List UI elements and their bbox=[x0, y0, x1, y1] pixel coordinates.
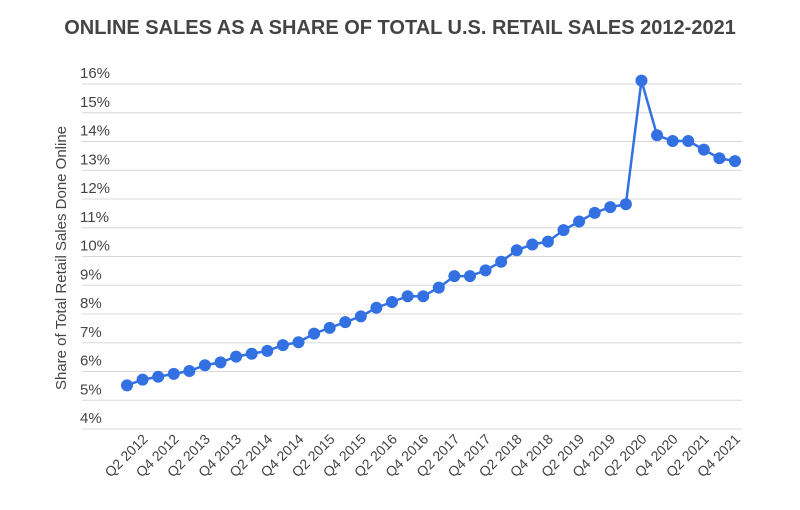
data-point bbox=[339, 316, 352, 329]
y-tick-label: 6% bbox=[80, 353, 102, 370]
y-tick-label: 5% bbox=[80, 381, 102, 398]
data-point bbox=[666, 135, 679, 147]
data-point bbox=[495, 255, 508, 268]
data-point bbox=[386, 296, 399, 308]
y-tick-label: 4% bbox=[80, 410, 102, 427]
data-point bbox=[510, 244, 523, 257]
data-point bbox=[245, 347, 258, 360]
y-tick-label: 16% bbox=[80, 65, 110, 82]
y-tick-label: 14% bbox=[80, 123, 110, 140]
chart-title: ONLINE SALES AS A SHARE OF TOTAL U.S. RE… bbox=[64, 17, 736, 39]
y-tick-label: 13% bbox=[80, 151, 110, 168]
data-point bbox=[604, 201, 617, 214]
y-tick-label: 10% bbox=[80, 238, 110, 255]
data-point bbox=[261, 344, 274, 357]
data-point bbox=[729, 155, 741, 168]
data-point bbox=[183, 365, 196, 377]
data-point bbox=[370, 301, 383, 314]
data-point bbox=[448, 270, 461, 283]
series-line bbox=[126, 80, 736, 387]
data-point bbox=[292, 336, 305, 349]
data-point bbox=[557, 224, 570, 237]
data-point bbox=[588, 206, 601, 219]
data-point bbox=[697, 143, 710, 156]
data-point bbox=[308, 327, 321, 340]
y-tick-label: 9% bbox=[80, 266, 102, 283]
y-tick-label: 15% bbox=[80, 94, 110, 111]
data-point bbox=[121, 379, 133, 392]
data-point bbox=[479, 264, 492, 277]
y-tick-label: 7% bbox=[80, 324, 102, 341]
data-point bbox=[152, 370, 165, 383]
data-point bbox=[276, 339, 289, 352]
data-point bbox=[230, 350, 243, 363]
y-tick-label: 11% bbox=[80, 209, 109, 226]
data-point bbox=[463, 270, 476, 283]
data-point bbox=[323, 321, 336, 334]
y-tick-label: 12% bbox=[80, 180, 110, 197]
data-point bbox=[167, 367, 180, 380]
y-axis-label: Share of Total Retail Sales Done Online bbox=[53, 126, 70, 390]
data-point bbox=[635, 74, 648, 87]
data-point bbox=[713, 152, 726, 165]
data-point bbox=[417, 290, 430, 303]
data-point bbox=[401, 290, 414, 303]
data-point bbox=[682, 135, 695, 147]
data-point bbox=[354, 310, 367, 323]
data-point bbox=[432, 281, 445, 294]
data-point bbox=[619, 198, 632, 211]
data-point bbox=[198, 359, 211, 372]
data-point bbox=[526, 238, 539, 251]
data-point bbox=[573, 215, 586, 228]
data-point bbox=[214, 356, 227, 369]
data-point bbox=[541, 235, 554, 248]
y-tick-label: 8% bbox=[80, 295, 102, 312]
data-point bbox=[136, 373, 149, 386]
data-point bbox=[651, 129, 664, 142]
